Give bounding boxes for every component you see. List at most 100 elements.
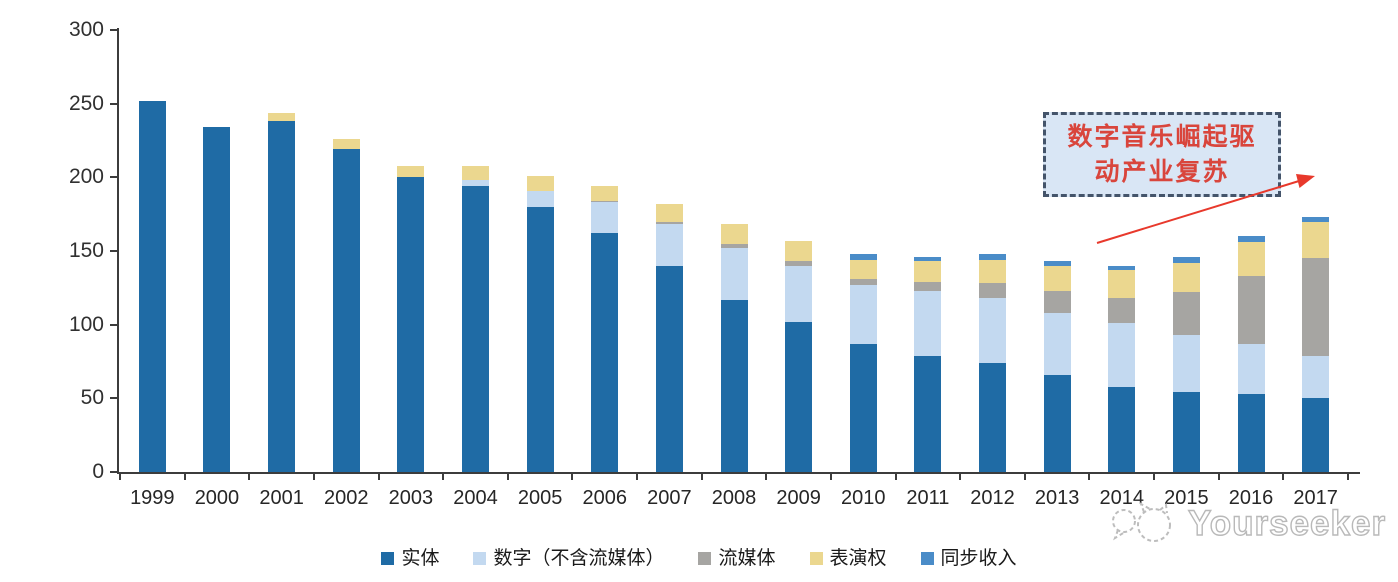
- bar-segment-实体-2007: [655, 265, 683, 472]
- bar-segment-实体-2002: [332, 149, 360, 472]
- bar-segment-流媒体-2015: [1172, 292, 1200, 335]
- x-axis-label-2005: 2005: [517, 487, 563, 509]
- x-axis-label-1999: 1999: [130, 487, 175, 509]
- bar-segment-表演权-2006: [591, 186, 619, 201]
- bar-segment-流媒体-2017: [1302, 258, 1330, 356]
- y-axis-tick: [110, 471, 117, 473]
- y-axis-tick: [110, 29, 117, 31]
- y-axis-tick: [110, 102, 117, 105]
- bar-segment-数字（不含流媒体）-2008: [720, 248, 748, 300]
- legend-swatch-icon: [698, 551, 712, 565]
- legend-label: 流媒体: [718, 547, 776, 569]
- arrow-right-up-icon: [1296, 174, 1315, 188]
- x-axis-tick: [1217, 474, 1220, 480]
- bar-segment-实体-2004: [461, 186, 489, 472]
- x-axis-tick: [119, 474, 121, 480]
- y-axis-tick: [110, 397, 117, 400]
- x-axis-label-2004: 2004: [453, 487, 498, 509]
- bar-segment-表演权-2001: [268, 112, 296, 122]
- bar-segment-数字（不含流媒体）-2016: [1237, 343, 1265, 394]
- bar-segment-实体-2016: [1237, 393, 1265, 472]
- bar-segment-数字（不含流媒体）-2006: [591, 202, 619, 234]
- x-axis-tick: [829, 474, 832, 480]
- bar-segment-数字（不含流媒体）-2005: [526, 190, 554, 207]
- bar-segment-表演权-2004: [461, 165, 489, 181]
- x-axis-label-2009: 2009: [776, 487, 821, 509]
- x-axis-label-2011: 2011: [906, 487, 950, 509]
- bar-segment-实体-2013: [1043, 374, 1071, 472]
- bar-segment-表演权-2009: [785, 240, 813, 262]
- bar-segment-数字（不含流媒体）-2011: [914, 290, 942, 356]
- x-axis-label-2001: 2001: [259, 487, 304, 509]
- x-axis-label-2012: 2012: [970, 487, 1015, 509]
- bar-segment-流媒体-2011: [914, 281, 942, 291]
- x-axis-label-2010: 2010: [841, 487, 886, 509]
- bar-segment-实体-2009: [785, 321, 813, 472]
- y-axis-tick-label: 250: [68, 91, 104, 115]
- x-axis-tick: [1088, 474, 1091, 480]
- x-axis-tick: [765, 474, 768, 480]
- bar-segment-流媒体-2008: [720, 243, 748, 249]
- x-axis-label-2014: 2014: [1099, 487, 1145, 509]
- y-axis-tick-label: 300: [68, 18, 104, 41]
- y-axis-tick-label: 50: [80, 386, 104, 410]
- legend: 实体 数字（不含流媒体） 流媒体 表演权 同步收入: [0, 543, 1398, 573]
- annotation-text-line1: 数字音乐崛起驱: [1067, 123, 1257, 151]
- x-axis-tick: [377, 474, 380, 480]
- x-axis-label-2016: 2016: [1228, 487, 1274, 509]
- y-axis-tick-label: 100: [68, 312, 104, 336]
- legend-swatch-icon: [809, 551, 823, 565]
- bar-segment-数字（不含流媒体）-2009: [785, 265, 813, 322]
- bar-segment-流媒体-2014: [1108, 298, 1136, 324]
- bar-segment-同步收入-2011: [914, 256, 942, 262]
- x-axis-tick: [571, 474, 574, 480]
- x-axis-label-2015: 2015: [1164, 487, 1209, 509]
- x-axis-label-2007: 2007: [647, 487, 692, 509]
- legend-swatch-icon: [920, 551, 934, 565]
- bar-segment-数字（不含流媒体）-2012: [979, 298, 1007, 363]
- bar-segment-实体-2000: [203, 127, 231, 472]
- bar-segment-数字（不含流媒体）-2017: [1302, 355, 1330, 399]
- annotation-text-line2: 动产业复苏: [1094, 158, 1230, 186]
- bar-segment-表演权-2011: [914, 261, 942, 282]
- bar-segment-表演权-2014: [1108, 270, 1136, 299]
- legend-item-同步收入: 同步收入: [920, 549, 1017, 568]
- x-axis-tick: [1153, 474, 1156, 480]
- y-axis-tick: [110, 250, 117, 252]
- x-axis-tick: [1023, 474, 1026, 480]
- legend-swatch-icon: [381, 551, 395, 565]
- bar-segment-实体-2003: [397, 177, 425, 472]
- bar-segment-流媒体-2013: [1043, 290, 1071, 313]
- bar-segment-数字（不含流媒体）-2010: [849, 284, 877, 344]
- x-axis-label-2006: 2006: [582, 487, 627, 509]
- x-axis-tick: [248, 474, 251, 480]
- x-axis-tick: [700, 474, 703, 480]
- bar-segment-实体-2015: [1172, 392, 1200, 472]
- x-axis-label-2013: 2013: [1034, 487, 1080, 509]
- bar-segment-同步收入-2013: [1043, 261, 1071, 266]
- bar-segment-流媒体-2007: [655, 221, 683, 225]
- x-axis-tick: [636, 474, 639, 480]
- x-axis-tick: [506, 474, 509, 480]
- bar-segment-表演权-2008: [720, 224, 748, 244]
- annotation-callout: 数字音乐崛起驱 动产业复苏: [1043, 112, 1281, 197]
- legend-item-表演权: 表演权: [809, 549, 887, 568]
- bar-segment-表演权-2007: [655, 203, 683, 222]
- legend-item-流媒体: 流媒体: [698, 547, 776, 569]
- x-axis-tick: [959, 474, 962, 480]
- bar-segment-流媒体-2012: [979, 283, 1007, 299]
- x-axis-tick: [1282, 474, 1285, 480]
- bar-segment-同步收入-2010: [849, 253, 877, 260]
- bar-segment-表演权-2016: [1237, 242, 1265, 277]
- x-axis-tick: [312, 474, 315, 480]
- bar-segment-数字（不含流媒体）-2014: [1108, 323, 1136, 387]
- x-axis-label-2000: 2000: [194, 487, 240, 509]
- x-axis-label-2008: 2008: [711, 487, 757, 509]
- y-axis-tick-label: 200: [68, 165, 104, 189]
- bar-segment-实体-2008: [720, 299, 748, 472]
- x-axis-tick: [894, 474, 897, 480]
- bar-segment-数字（不含流媒体）-2013: [1043, 312, 1071, 375]
